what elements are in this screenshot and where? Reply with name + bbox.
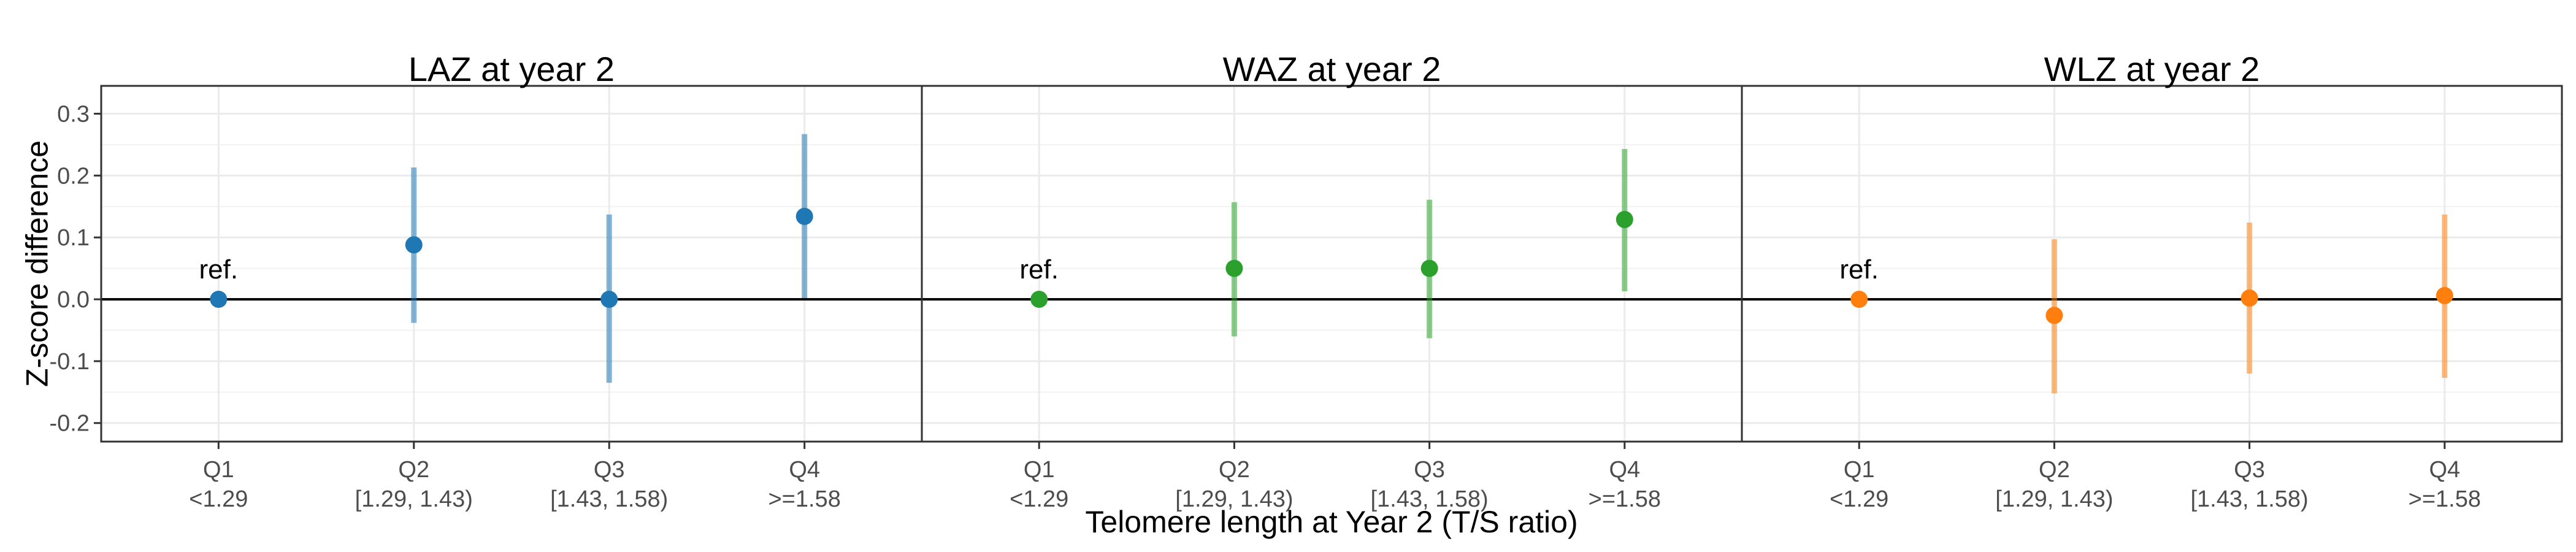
- data-point: [795, 207, 813, 225]
- panels-layer: ref. LAZ at year 2 Q1 <1.29 Q2 [1.29, 1.43) Q3…: [50, 50, 2563, 512]
- x-tick-label-range: [1.29, 1.43): [1175, 486, 1293, 512]
- y-tick-label: 0.0: [57, 287, 90, 313]
- x-tick-label-range: [1.43, 1.58): [1370, 486, 1488, 512]
- x-tick-label-code: Q3: [1414, 457, 1445, 483]
- x-tick-label-range: [1.43, 1.58): [2190, 486, 2308, 512]
- data-point: [1616, 210, 1633, 228]
- y-axis-title: Z-score difference: [20, 140, 55, 387]
- panel-2: ref. WAZ at year 2 Q1 <1.29 Q2 [1.29, 1.43) Q3…: [921, 50, 1743, 512]
- data-point: [1030, 291, 1048, 308]
- data-point: [2241, 289, 2258, 307]
- x-tick-label-range: <1.29: [1010, 486, 1068, 512]
- x-tick-label-code: Q1: [1844, 457, 1875, 483]
- panel-title: WAZ at year 2: [1223, 50, 1441, 88]
- x-tick-label-code: Q1: [203, 457, 234, 483]
- data-point: [1225, 259, 1243, 277]
- x-tick-label-code: Q4: [789, 457, 820, 483]
- panel-title: WLZ at year 2: [2044, 50, 2260, 88]
- x-tick-label-code: Q4: [2429, 457, 2460, 483]
- y-tick-label: 0.3: [57, 101, 90, 127]
- y-tick-label: 0.1: [57, 225, 90, 251]
- x-tick-label-code: Q3: [2234, 457, 2265, 483]
- data-point: [2045, 307, 2063, 324]
- x-tick-label-range: >=1.58: [2409, 486, 2481, 512]
- x-tick-label-code: Q4: [1609, 457, 1640, 483]
- data-point: [1850, 291, 1868, 308]
- x-tick-label-range: [1.43, 1.58): [550, 486, 668, 512]
- panel-3: ref. WLZ at year 2 Q1 <1.29 Q2 [1.29, 1.43) Q3…: [1741, 50, 2563, 512]
- ref-label: ref.: [199, 255, 239, 285]
- x-tick-label-code: Q1: [1024, 457, 1055, 483]
- panel-1: ref. LAZ at year 2 Q1 <1.29 Q2 [1.29, 1.43) Q3…: [100, 50, 923, 512]
- panel-border: [1741, 85, 2563, 443]
- y-axis: -0.2 -0.1 0.0 0.1 0.2 0.3: [50, 101, 101, 437]
- x-tick-label-range: <1.29: [189, 486, 248, 512]
- data-point: [405, 236, 423, 254]
- x-tick-label-code: Q2: [1219, 457, 1250, 483]
- x-tick-label-code: Q2: [2039, 457, 2070, 483]
- panel-title: LAZ at year 2: [408, 50, 615, 88]
- y-tick-label: -0.2: [50, 411, 90, 437]
- data-point: [2436, 286, 2453, 304]
- x-axis-title: Telomere length at Year 2 (T/S ratio): [1085, 505, 1577, 539]
- x-tick-label-range: >=1.58: [1589, 486, 1661, 512]
- data-point: [600, 291, 618, 308]
- data-point: [1420, 259, 1438, 277]
- ref-label: ref.: [1839, 255, 1879, 285]
- x-tick-label-code: Q3: [594, 457, 625, 483]
- data-point: [210, 291, 228, 308]
- y-tick-label: -0.1: [50, 349, 90, 375]
- x-tick-label-range: [1.29, 1.43): [1995, 486, 2113, 512]
- x-tick-label-code: Q2: [398, 457, 429, 483]
- x-tick-label-range: <1.29: [1830, 486, 1888, 512]
- x-tick-label-range: [1.29, 1.43): [355, 486, 473, 512]
- ref-label: ref.: [1019, 255, 1059, 285]
- x-tick-label-range: >=1.58: [768, 486, 840, 512]
- y-tick-label: 0.2: [57, 163, 90, 189]
